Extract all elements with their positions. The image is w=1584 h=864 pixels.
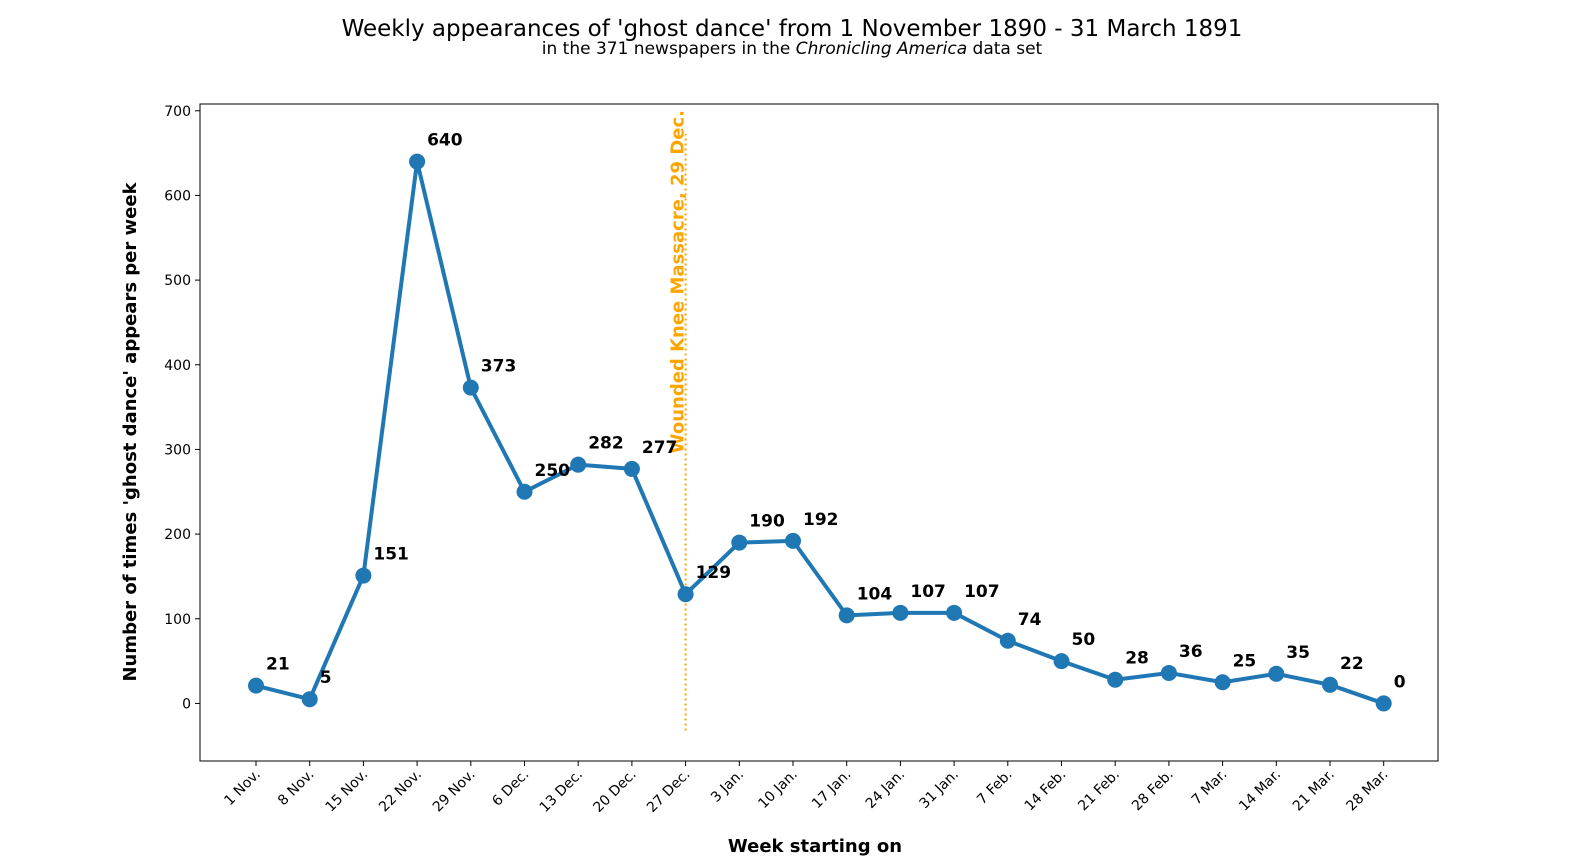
data-label: 107	[910, 582, 946, 602]
data-label: 282	[588, 434, 624, 454]
data-label: 373	[481, 357, 517, 377]
x-tick-label: 31 Jan.	[916, 767, 961, 812]
data-point	[1268, 665, 1285, 682]
y-tick-label: 400	[164, 358, 191, 374]
annotation-label: Wounded Knee Massacre, 29 Dec.	[668, 110, 689, 453]
data-label: 25	[1233, 651, 1257, 671]
y-tick-label: 500	[164, 273, 191, 289]
x-axis-label: Week starting on	[728, 836, 902, 857]
x-tick-label: 21 Feb.	[1075, 767, 1123, 815]
series-line	[255, 159, 1385, 706]
data-label: 129	[696, 563, 732, 583]
chart-subtitle-italic: Chronicling America	[796, 39, 967, 59]
x-tick-label: 1 Nov.	[221, 767, 263, 809]
data-point	[892, 604, 909, 621]
data-point	[838, 607, 855, 624]
data-label: 250	[535, 461, 571, 481]
data-label: 74	[1018, 610, 1042, 630]
data-label: 640	[427, 131, 463, 151]
data-point	[1375, 695, 1392, 712]
data-point	[946, 604, 963, 621]
y-tick-label: 200	[164, 527, 191, 543]
x-tick-label: 22 Nov.	[376, 767, 425, 816]
x-tick-label: 27 Dec.	[644, 767, 693, 816]
data-point	[1107, 671, 1124, 688]
y-tick-label: 700	[164, 104, 191, 120]
data-point	[623, 460, 640, 477]
data-label: 104	[857, 584, 893, 604]
y-tick-label: 100	[164, 612, 191, 628]
x-tick-label: 14 Mar.	[1236, 767, 1284, 815]
x-tick-label: 14 Feb.	[1022, 767, 1070, 815]
x-tick-label: 10 Jan.	[755, 767, 800, 812]
y-tick-label: 600	[164, 188, 191, 204]
data-point	[999, 632, 1016, 649]
chart-title: Weekly appearances of 'ghost dance' from…	[342, 16, 1243, 42]
chart-subtitle: in the 371 newspapers in the Chronicling…	[542, 39, 1043, 59]
data-label: 107	[964, 582, 1000, 602]
data-label: 0	[1394, 672, 1406, 692]
x-tick-label: 3 Jan.	[708, 767, 747, 806]
x-tick-label: 6 Dec.	[489, 767, 532, 810]
x-tick-label: 7 Feb.	[974, 767, 1015, 808]
data-point	[301, 691, 318, 708]
data-point	[1214, 674, 1231, 691]
y-axis-label: Number of times 'ghost dance' appears pe…	[120, 181, 141, 681]
data-point	[1322, 676, 1338, 693]
x-tick-label: 17 Jan.	[809, 767, 854, 812]
data-label: 277	[642, 438, 678, 458]
data-label: 50	[1072, 630, 1096, 650]
x-tick-label: 8 Nov.	[275, 767, 317, 809]
data-point	[462, 379, 479, 396]
data-label: 151	[373, 545, 409, 565]
x-tick-label: 29 Nov.	[430, 767, 479, 816]
data-point	[248, 677, 264, 694]
data-point	[1053, 653, 1070, 670]
x-tick-label: 28 Mar.	[1344, 767, 1392, 815]
plot-frame	[199, 103, 1439, 762]
data-point	[409, 153, 426, 170]
data-point	[785, 532, 801, 549]
x-tick-label: 21 Mar.	[1290, 767, 1338, 815]
data-point	[677, 586, 694, 603]
x-tick-label: 13 Dec.	[537, 767, 586, 816]
data-label: 35	[1286, 643, 1310, 663]
data-point	[570, 456, 587, 473]
data-label: 21	[266, 655, 290, 675]
data-point	[516, 483, 533, 500]
data-label: 28	[1125, 649, 1149, 669]
chart-subtitle-after: data set	[967, 39, 1042, 59]
data-label: 5	[320, 668, 332, 688]
data-label: 190	[749, 512, 785, 532]
data-point	[1160, 664, 1177, 681]
x-tick-label: 7 Mar.	[1189, 767, 1231, 809]
data-point	[731, 534, 748, 551]
x-tick-label: 24 Jan.	[863, 767, 908, 812]
data-label: 192	[803, 510, 839, 530]
data-label: 36	[1179, 642, 1203, 662]
x-tick-label: 15 Nov.	[322, 767, 371, 816]
chart-subtitle-before: in the 371 newspapers in the	[542, 39, 796, 59]
x-tick-label: 28 Feb.	[1129, 767, 1177, 815]
data-label: 22	[1340, 654, 1364, 674]
y-tick-label: 300	[164, 442, 191, 458]
y-tick-label: 0	[182, 696, 191, 712]
x-tick-label: 20 Dec.	[590, 767, 639, 816]
data-point	[355, 567, 372, 584]
